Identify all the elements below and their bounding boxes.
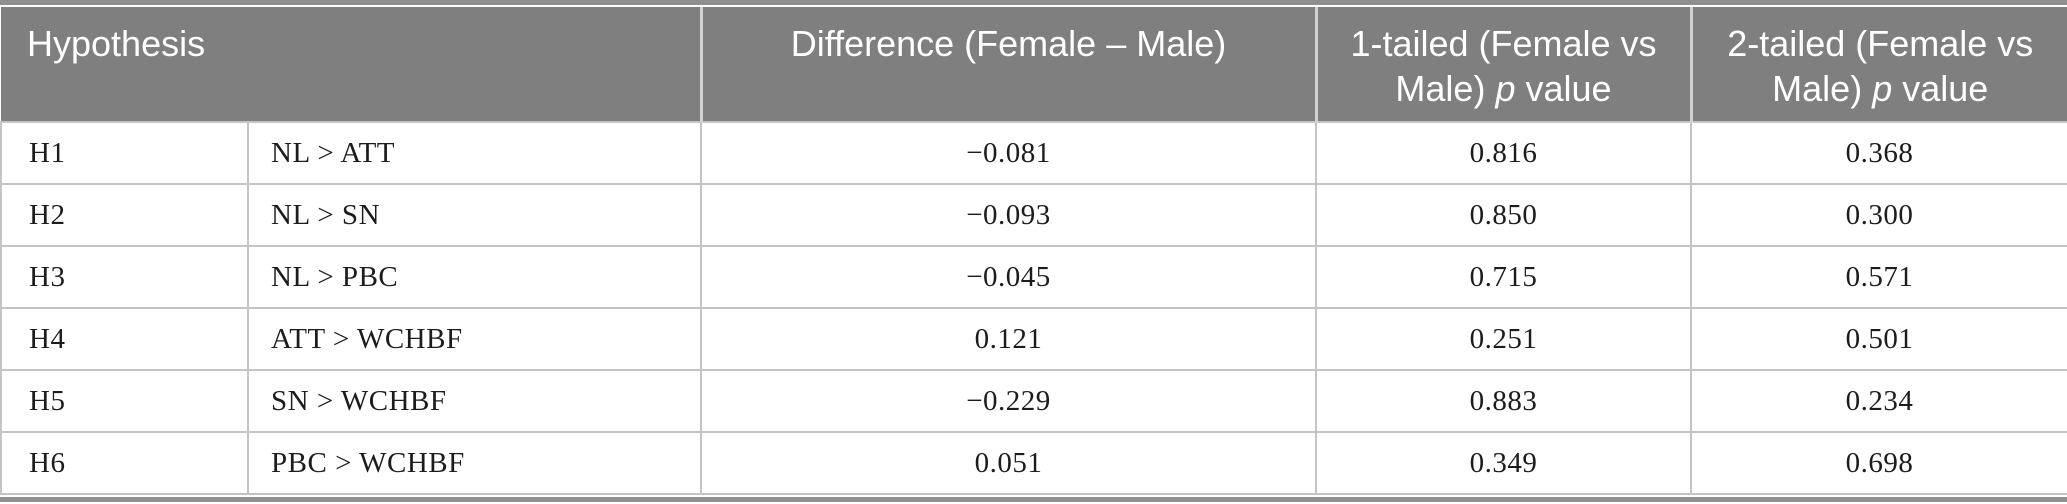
two-tailed-p-cell: 0.300 — [1690, 183, 2067, 248]
p-symbol-italic: p — [1872, 67, 1893, 109]
hypothesis-path-cell: ATT > WCHBF — [247, 307, 702, 372]
two-tailed-label-text: 2-tailed (Female vs Male) — [1727, 23, 2034, 109]
one-tailed-p-cell: 0.850 — [1315, 183, 1692, 248]
hypothesis-path-cell: SN > WCHBF — [247, 369, 702, 434]
hypothesis-id-cell: H4 — [0, 307, 249, 372]
p-symbol-italic: p — [1495, 67, 1516, 109]
column-header-one-tailed-p-value: 1-tailed (Female vs Male) p value — [1314, 7, 1691, 123]
hypothesis-path-cell: NL > ATT — [247, 121, 702, 186]
difference-value-cell: 0.051 — [700, 431, 1317, 496]
difference-value-cell: −0.229 — [700, 369, 1317, 434]
two-tailed-p-cell: 0.234 — [1690, 369, 2067, 434]
one-tailed-p-cell: 0.883 — [1315, 369, 1692, 434]
one-tailed-p-cell: 0.349 — [1315, 431, 1692, 496]
hypothesis-id-cell: H1 — [0, 121, 249, 186]
hypothesis-id-cell: H6 — [0, 431, 249, 496]
hypothesis-id-cell: H3 — [0, 245, 249, 310]
difference-value-cell: −0.093 — [700, 183, 1317, 248]
difference-value-cell: 0.121 — [700, 307, 1317, 372]
column-header-two-tailed-p-value: 2-tailed (Female vs Male) p value — [1689, 7, 2067, 123]
two-tailed-p-cell: 0.698 — [1690, 431, 2067, 496]
hypothesis-test-table: Hypothesis Difference (Female – Male) 1-… — [0, 7, 2067, 496]
difference-value-cell: −0.045 — [700, 245, 1317, 310]
column-header-hypothesis: Hypothesis — [1, 7, 701, 123]
table-bottom-rule — [0, 497, 2067, 503]
hypothesis-path-cell: NL > PBC — [247, 245, 702, 310]
table-body: H1 NL > ATT −0.081 0.816 0.368 H2 NL > S… — [0, 121, 2067, 496]
one-tailed-label-suffix: value — [1515, 67, 1612, 109]
table-header-row: Hypothesis Difference (Female – Male) 1-… — [1, 7, 2067, 123]
two-tailed-p-cell: 0.368 — [1690, 121, 2067, 186]
two-tailed-p-cell: 0.571 — [1690, 245, 2067, 310]
table-row: H3 NL > PBC −0.045 0.715 0.571 — [0, 245, 2067, 310]
table-top-rule — [0, 0, 2067, 5]
hypothesis-path-cell: PBC > WCHBF — [247, 431, 702, 496]
one-tailed-p-cell: 0.251 — [1315, 307, 1692, 372]
hypothesis-id-cell: H5 — [0, 369, 249, 434]
one-tailed-p-cell: 0.715 — [1315, 245, 1692, 310]
column-header-difference: Difference (Female – Male) — [699, 7, 1316, 123]
table-row: H4 ATT > WCHBF 0.121 0.251 0.501 — [0, 307, 2067, 372]
table-row: H6 PBC > WCHBF 0.051 0.349 0.698 — [0, 431, 2067, 496]
one-tailed-label-text: 1-tailed (Female vs Male) — [1350, 23, 1657, 109]
one-tailed-p-cell: 0.816 — [1315, 121, 1692, 186]
table-row: H1 NL > ATT −0.081 0.816 0.368 — [0, 121, 2067, 186]
hypothesis-id-cell: H2 — [0, 183, 249, 248]
table-row: H2 NL > SN −0.093 0.850 0.300 — [0, 183, 2067, 248]
difference-value-cell: −0.081 — [700, 121, 1317, 186]
two-tailed-label-suffix: value — [1892, 67, 1989, 109]
two-tailed-p-cell: 0.501 — [1690, 307, 2067, 372]
table-row: H5 SN > WCHBF −0.229 0.883 0.234 — [0, 369, 2067, 434]
hypothesis-path-cell: NL > SN — [247, 183, 702, 248]
